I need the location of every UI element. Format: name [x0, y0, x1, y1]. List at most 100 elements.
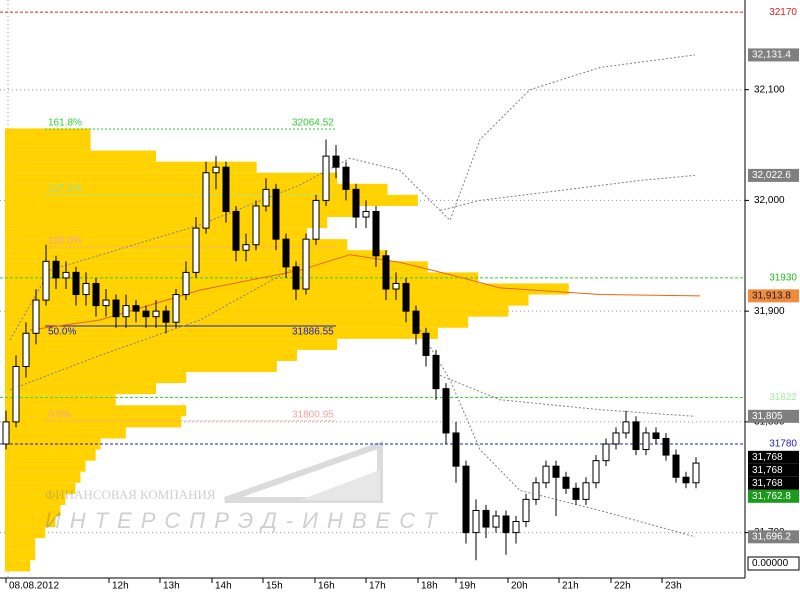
candle-body — [22, 332, 30, 368]
candle-body — [252, 205, 260, 246]
x-tick-label: 23h — [665, 581, 682, 592]
y-tick-label: 31,900 — [754, 306, 785, 317]
candle-body — [222, 166, 230, 212]
candle-body — [152, 310, 160, 318]
candle-body — [632, 421, 640, 451]
candle-body — [212, 166, 220, 174]
candle-body — [122, 305, 130, 318]
fib-price: 32064.52 — [292, 118, 334, 129]
profile-bar — [5, 504, 61, 516]
candle-body — [62, 271, 70, 279]
watermark: ФИНАНСОВАЯ КОМПАНИЯ ИНТЕРСПРЭД-ИНВЕСТ — [45, 440, 446, 533]
candle-body — [652, 432, 660, 439]
profile-bar — [5, 349, 297, 361]
profile-bar — [5, 527, 46, 539]
candle-body — [82, 282, 90, 296]
profile-bar — [5, 327, 438, 339]
candle-body — [282, 238, 290, 268]
candle-body — [392, 282, 400, 290]
watermark-text: ФИНАНСОВАЯ КОМПАНИЯ — [45, 487, 216, 502]
candle-body — [572, 487, 580, 500]
indicator-line — [9, 264, 301, 391]
price-marker-box — [748, 489, 799, 503]
candle-body — [662, 437, 670, 456]
candle-body — [562, 476, 570, 489]
candle-body — [612, 432, 620, 445]
profile-bar — [5, 405, 187, 417]
profile-bar — [5, 360, 277, 373]
candle-body — [302, 238, 310, 290]
x-tick-label: 13h — [163, 581, 180, 592]
indicator-line — [9, 54, 696, 341]
candle-body — [102, 299, 110, 307]
profile-bar — [5, 482, 76, 494]
fib-label: 161.8% — [48, 118, 82, 129]
profile-bar — [5, 217, 328, 229]
price-marker: 31780 — [769, 439, 797, 450]
fib-price: 31800.95 — [292, 409, 334, 420]
candle-body — [382, 255, 390, 290]
candle-body — [262, 188, 270, 207]
profile-bar — [5, 305, 509, 317]
indicator-value: 0.00000 — [752, 558, 789, 569]
price-marker-box — [748, 289, 799, 303]
candle-body — [52, 260, 60, 279]
profile-bar — [5, 150, 157, 162]
price-marker: 31,768 — [752, 452, 783, 463]
x-tick-label: 22h — [614, 581, 631, 592]
candle-body — [552, 465, 560, 478]
candle-body — [442, 388, 450, 434]
candle-body — [352, 188, 360, 218]
profile-bar — [5, 239, 348, 251]
candle-body — [112, 299, 120, 318]
candle-body — [202, 172, 210, 229]
profile-bar — [5, 515, 56, 528]
watermark-text: ИНТЕРСПРЭД-ИНВЕСТ — [45, 508, 446, 533]
candle-body — [462, 465, 470, 534]
fib-label: 100.0% — [48, 235, 82, 246]
candle-body — [452, 432, 460, 467]
profile-bar — [5, 493, 66, 505]
x-tick-label: 20h — [511, 581, 528, 592]
candle-body — [182, 271, 190, 296]
profile-bar — [5, 172, 338, 184]
candle-body — [412, 310, 420, 334]
candle-body — [242, 244, 250, 251]
candle-body — [542, 465, 550, 484]
indicator-box — [747, 556, 800, 571]
x-tick-label: 16h — [318, 581, 335, 592]
price-marker-box — [748, 168, 799, 182]
fib-label: 50.0% — [48, 327, 76, 338]
x-tick-label: 19h — [459, 581, 476, 592]
price-marker-box — [748, 530, 799, 544]
profile-bar — [5, 183, 388, 195]
candle-body — [312, 199, 320, 240]
candle-body — [502, 515, 510, 534]
price-marker: 31,913.8 — [752, 291, 791, 302]
candle-body — [492, 515, 500, 528]
price-marker: 31930 — [769, 273, 797, 284]
profile-bar — [5, 372, 187, 384]
x-axis-panel — [0, 578, 800, 592]
candle-body — [512, 521, 520, 534]
candle-body — [72, 271, 80, 296]
candle-body — [682, 476, 690, 484]
profile-bar — [5, 283, 569, 295]
profile-bar — [5, 560, 31, 572]
price-marker: 31,762.8 — [752, 491, 791, 502]
price-marker-box — [748, 48, 799, 62]
candle-body — [12, 366, 20, 423]
price-marker-box — [748, 450, 799, 464]
price-marker: 32,131.4 — [752, 50, 791, 61]
candle-body — [42, 260, 50, 301]
price-marker: 32170 — [769, 7, 797, 18]
candle-body — [192, 227, 200, 273]
profile-bar — [5, 449, 96, 461]
candle-body — [582, 482, 590, 500]
price-marker-box — [748, 463, 799, 477]
profile-bar — [5, 128, 91, 140]
profile-bar — [5, 228, 308, 240]
fib-label: 127.2% — [48, 184, 82, 195]
profile-bar — [5, 416, 182, 428]
profile-bar — [5, 338, 338, 350]
